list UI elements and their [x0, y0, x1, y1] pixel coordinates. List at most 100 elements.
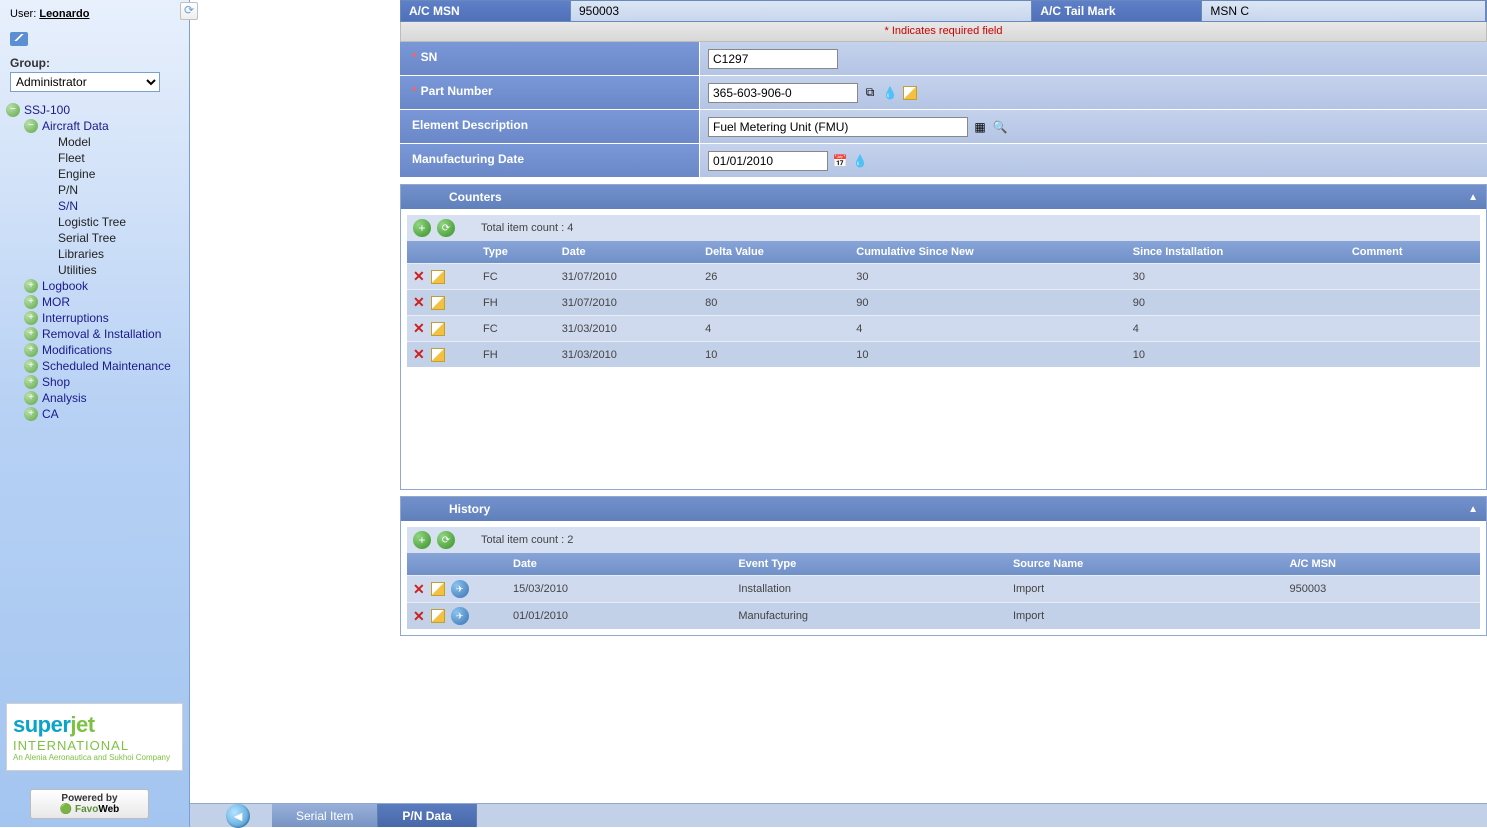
column-header[interactable]: Event Type: [732, 553, 1007, 576]
collapse-icon[interactable]: −: [6, 103, 20, 117]
delete-icon[interactable]: ✕: [413, 268, 425, 285]
expand-icon[interactable]: +: [24, 311, 38, 325]
tree-leaf-p-n[interactable]: P/N: [42, 182, 183, 198]
popup-icon[interactable]: ⧉: [862, 85, 878, 101]
edit-icon[interactable]: [431, 582, 445, 596]
cell-type: FC: [477, 316, 556, 342]
clear-icon[interactable]: 💧: [882, 85, 898, 101]
mail-icon[interactable]: [10, 32, 28, 46]
collapse-icon[interactable]: ▲: [1468, 192, 1478, 203]
tree-leaf-s-n[interactable]: S/N: [42, 198, 183, 214]
refresh-button[interactable]: ⟳: [437, 219, 455, 237]
edit-icon[interactable]: [431, 270, 445, 284]
delete-icon[interactable]: ✕: [413, 294, 425, 311]
tree-leaf-libraries[interactable]: Libraries: [42, 246, 183, 262]
counters-header[interactable]: Counters ▲: [401, 185, 1486, 209]
pn-input[interactable]: [708, 83, 858, 103]
pn-label: *Part Number: [400, 76, 700, 109]
back-button[interactable]: ◄: [226, 804, 250, 828]
counters-toolbar: + ⟳ Total item count : 4: [407, 215, 1480, 241]
expand-icon[interactable]: +: [24, 359, 38, 373]
search-icon[interactable]: 🔍: [992, 119, 1008, 135]
add-button[interactable]: +: [413, 531, 431, 549]
ac-msn-value: 950003: [571, 1, 1032, 21]
expand-icon[interactable]: +: [24, 375, 38, 389]
user-link[interactable]: Leonardo: [39, 8, 89, 20]
panel-collapse-icon[interactable]: ⟳: [180, 2, 198, 20]
history-header[interactable]: History ▲: [401, 497, 1486, 521]
clear-icon[interactable]: 💧: [852, 153, 868, 169]
tree-section-logbook[interactable]: +Logbook: [24, 278, 183, 294]
form-row-sn: *SN: [400, 42, 1487, 76]
tree-section-scheduled-maintenance[interactable]: + Scheduled Maintenance: [24, 358, 183, 374]
edit-icon[interactable]: [902, 85, 918, 101]
tree-leaf-model[interactable]: Model: [42, 134, 183, 150]
form-row-mdate: Manufacturing Date 📅 💧: [400, 144, 1487, 178]
calendar-icon[interactable]: 📅: [832, 153, 848, 169]
delete-icon[interactable]: ✕: [413, 608, 425, 625]
expand-icon[interactable]: +: [24, 343, 38, 357]
cell-si: 30: [1127, 264, 1346, 290]
tab-serial-item[interactable]: Serial Item: [272, 804, 378, 827]
tree-leaf-utilities[interactable]: Utilities: [42, 262, 183, 278]
table-row[interactable]: ✕FH31/07/2010809090: [407, 290, 1480, 316]
table-row[interactable]: ✕✈01/01/2010ManufacturingImport: [407, 603, 1480, 630]
tree-section-ca[interactable]: +CA: [24, 406, 183, 422]
column-header[interactable]: Delta Value: [699, 241, 850, 264]
powered-by: Powered by 🟢 FavoWeb: [30, 789, 149, 819]
column-header[interactable]: Source Name: [1007, 553, 1284, 576]
edit-icon[interactable]: [431, 348, 445, 362]
delete-icon[interactable]: ✕: [413, 581, 425, 598]
tree-root[interactable]: − SSJ-100: [6, 102, 183, 118]
collapse-icon[interactable]: ▲: [1468, 504, 1478, 515]
table-row[interactable]: ✕FC31/07/2010263030: [407, 264, 1480, 290]
tree-section-analysis[interactable]: +Analysis: [24, 390, 183, 406]
sn-input[interactable]: [708, 49, 838, 69]
table-row[interactable]: ✕FC31/03/2010444: [407, 316, 1480, 342]
detail-icon[interactable]: ✈: [451, 607, 469, 625]
tree-section-mor[interactable]: +MOR: [24, 294, 183, 310]
collapse-icon[interactable]: −: [24, 119, 38, 133]
refresh-button[interactable]: ⟳: [437, 531, 455, 549]
cell-csn: 10: [850, 342, 1127, 368]
tree-item-label: Scheduled Maintenance: [42, 359, 171, 373]
tree-leaf-fleet[interactable]: Fleet: [42, 150, 183, 166]
column-header[interactable]: Cumulative Since New: [850, 241, 1127, 264]
expand-icon[interactable]: +: [24, 295, 38, 309]
edit-icon[interactable]: [431, 609, 445, 623]
expand-icon[interactable]: +: [24, 391, 38, 405]
tree-section-interruptions[interactable]: +Interruptions: [24, 310, 183, 326]
delete-icon[interactable]: ✕: [413, 346, 425, 363]
edit-icon[interactable]: [431, 296, 445, 310]
tree-leaf-engine[interactable]: Engine: [42, 166, 183, 182]
lookup-icon[interactable]: ▦: [972, 119, 988, 135]
group-label: Group:: [0, 50, 189, 72]
expand-icon[interactable]: +: [24, 327, 38, 341]
column-header[interactable]: Since Installation: [1127, 241, 1346, 264]
cell-date: 31/03/2010: [556, 342, 699, 368]
mdate-input[interactable]: [708, 151, 828, 171]
table-row[interactable]: ✕✈15/03/2010InstallationImport950003: [407, 576, 1480, 603]
tree-section-modifications[interactable]: +Modifications: [24, 342, 183, 358]
column-header[interactable]: Date: [507, 553, 732, 576]
group-select[interactable]: Administrator: [10, 72, 160, 92]
expand-icon[interactable]: +: [24, 407, 38, 421]
table-row[interactable]: ✕FH31/03/2010101010: [407, 342, 1480, 368]
detail-icon[interactable]: ✈: [451, 580, 469, 598]
sn-label: *SN: [400, 42, 700, 75]
column-header[interactable]: Date: [556, 241, 699, 264]
tree-leaf-serial-tree[interactable]: Serial Tree: [42, 230, 183, 246]
tree-leaf-logistic-tree[interactable]: Logistic Tree: [42, 214, 183, 230]
tree-section-removal-installation[interactable]: +Removal & Installation: [24, 326, 183, 342]
edit-icon[interactable]: [431, 322, 445, 336]
tab-pn-data[interactable]: P/N Data: [378, 804, 476, 827]
column-header[interactable]: A/C MSN: [1284, 553, 1480, 576]
delete-icon[interactable]: ✕: [413, 320, 425, 337]
expand-icon[interactable]: +: [24, 279, 38, 293]
column-header[interactable]: Comment: [1346, 241, 1480, 264]
add-button[interactable]: +: [413, 219, 431, 237]
cell-date: 31/07/2010: [556, 290, 699, 316]
tree-section-shop[interactable]: +Shop: [24, 374, 183, 390]
tree-aircraft-data[interactable]: − Aircraft Data: [24, 118, 183, 134]
column-header[interactable]: Type: [477, 241, 556, 264]
